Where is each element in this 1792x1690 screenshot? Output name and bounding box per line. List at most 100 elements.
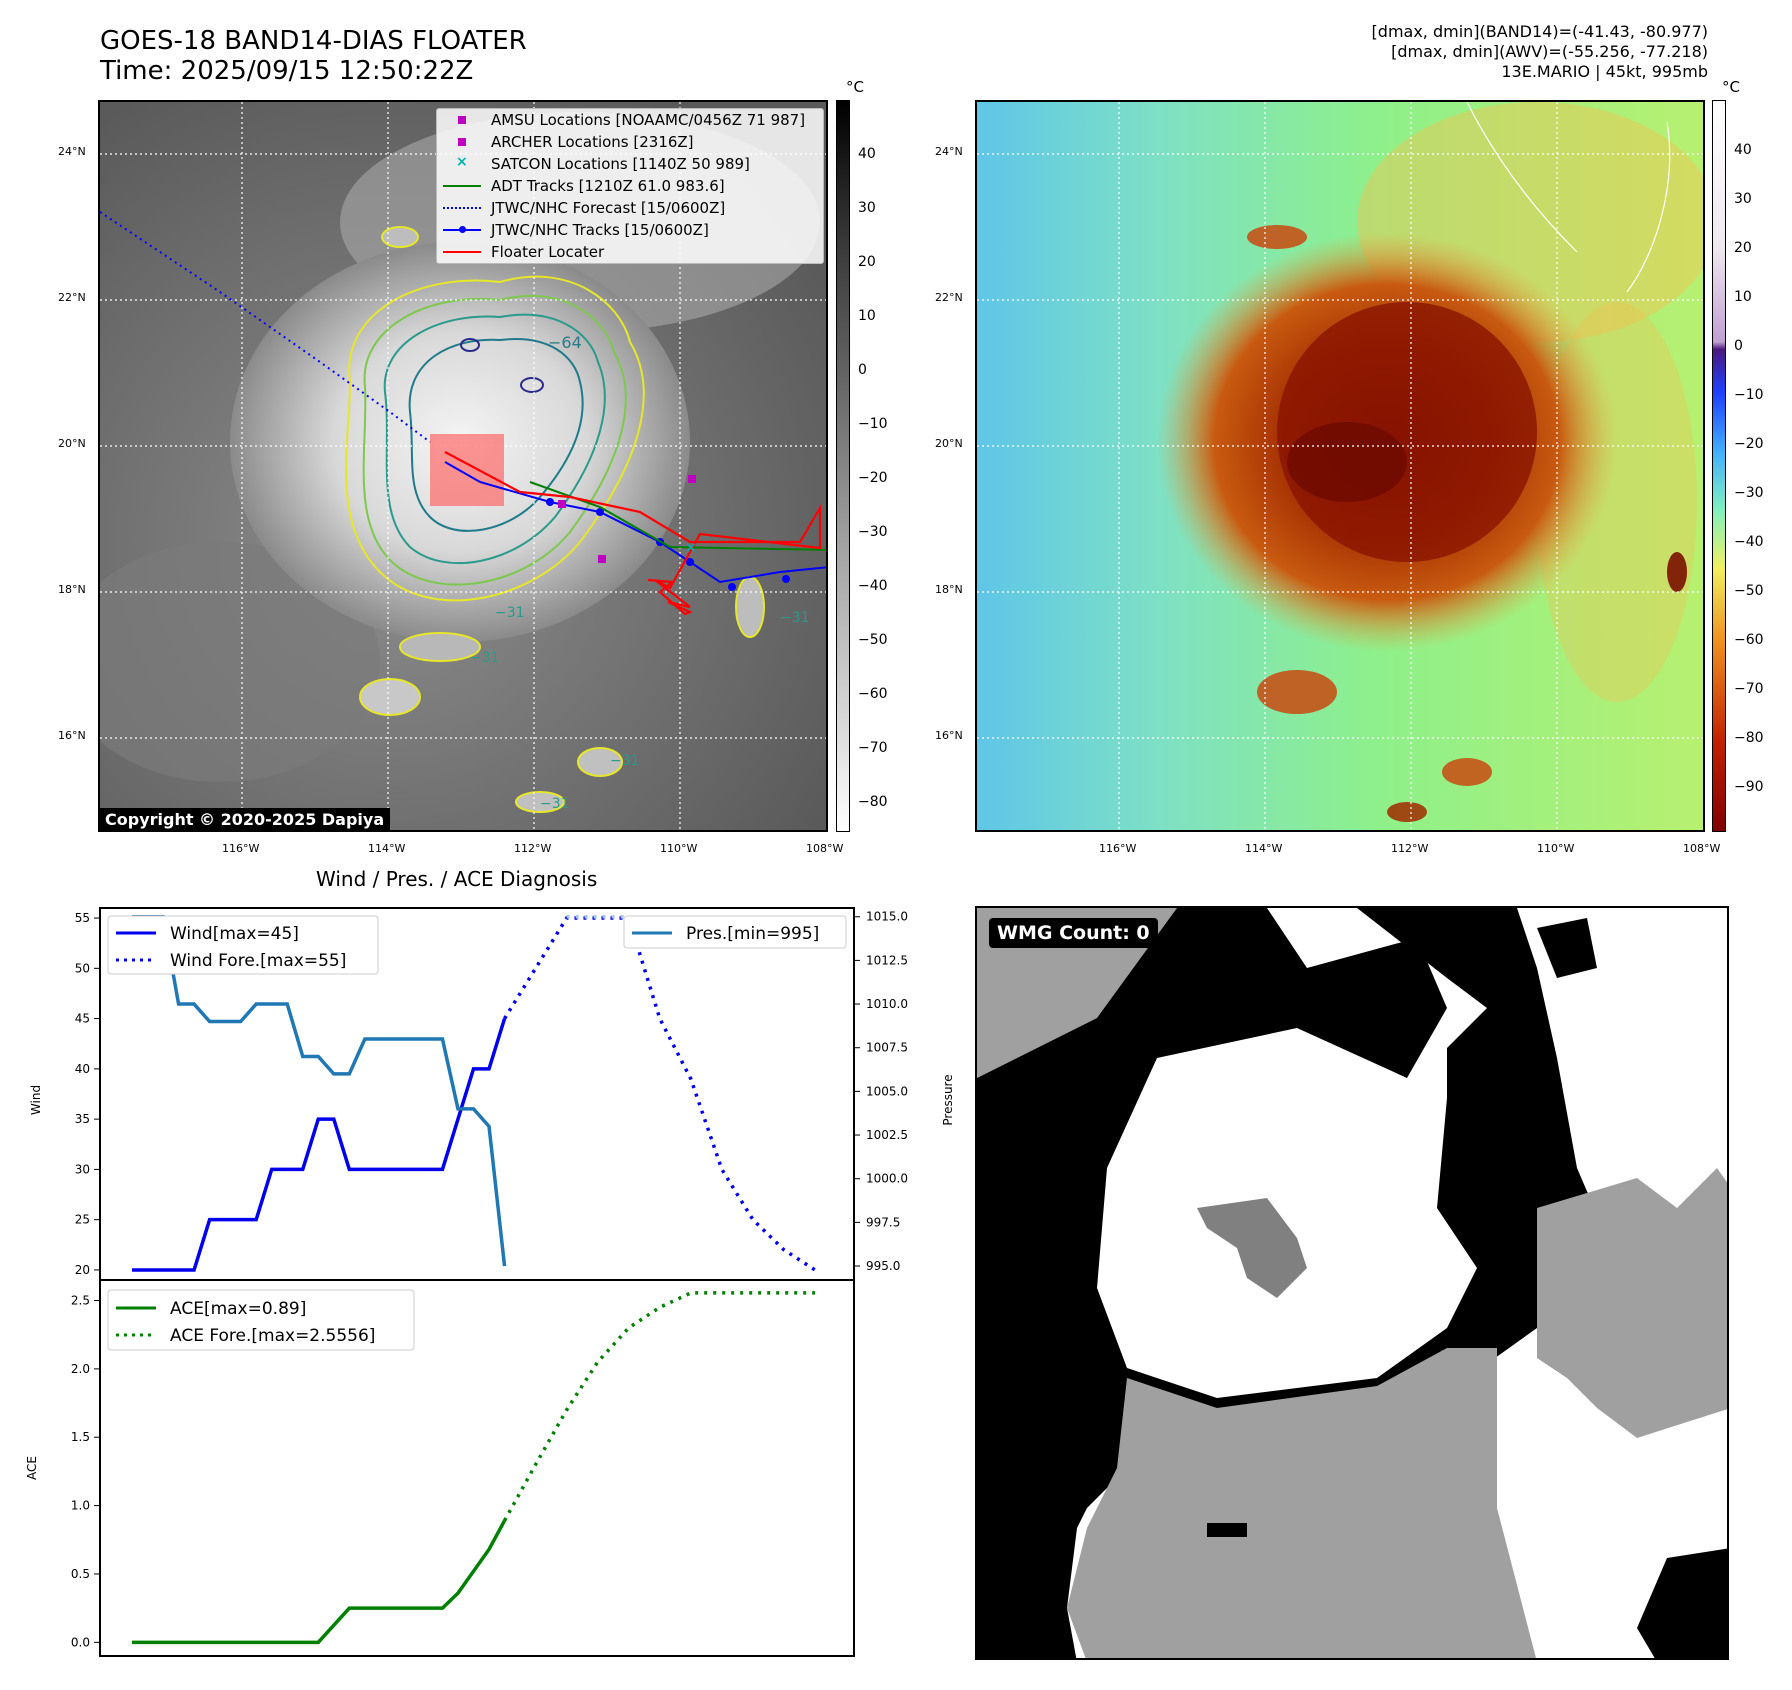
awv-lon-112: 112°W <box>1391 842 1429 855</box>
forecast-track <box>100 211 431 443</box>
ir-lat-16: 16°N <box>58 729 86 742</box>
legend-ace-fore: ACE Fore.[max=2.5556] <box>170 1326 375 1346</box>
line-marker-icon <box>443 181 481 191</box>
ir-lon-110: 110°W <box>660 842 698 855</box>
ir-lon-114: 114°W <box>368 842 406 855</box>
nhc-track <box>444 461 826 584</box>
awv-map-gridlines <box>977 102 1703 830</box>
ir-colorbar <box>836 100 850 832</box>
ace-tick-label: 2.5 <box>71 1294 90 1308</box>
ace-tick-label: 1.5 <box>71 1430 90 1444</box>
awv-colorbar-unit: °C <box>1722 78 1740 96</box>
ir-cbar-tick: −40 <box>858 578 888 594</box>
ir-cbar-tick: 40 <box>858 146 876 162</box>
wind-tick-label: 50 <box>75 961 90 975</box>
ir-cbar-tick: 10 <box>858 308 876 324</box>
ir-cbar-tick: −50 <box>858 632 888 648</box>
stats-line-1: [dmax, dmin](BAND14)=(-41.43, -80.977) <box>1371 22 1708 41</box>
legend-pressure: Pres.[min=995] <box>686 924 819 944</box>
awv-lat-22: 22°N <box>935 291 963 304</box>
legend-label: SATCON Locations [1140Z 50 989] <box>491 155 750 173</box>
pressure-tick-label: 1010.0 <box>866 997 908 1011</box>
square-marker-icon <box>443 137 481 147</box>
ir-cbar-tick: −30 <box>858 524 888 540</box>
nhc-track-points <box>546 498 790 591</box>
floater-locater-track <box>444 451 822 616</box>
awv-lat-16: 16°N <box>935 729 963 742</box>
awv-cbar-tick: −20 <box>1734 436 1764 452</box>
legend-label: Floater Locater <box>491 243 605 261</box>
awv-cbar-tick: −10 <box>1734 387 1764 403</box>
legend-label: JTWC/NHC Tracks [15/0600Z] <box>491 221 709 239</box>
awv-cbar-tick: −30 <box>1734 485 1764 501</box>
ace-tick-label: 2.0 <box>71 1362 90 1376</box>
legend-ace: ACE[max=0.89] <box>170 1299 306 1319</box>
wind-legend: Wind[max=45] Wind Fore.[max=55] <box>107 915 379 975</box>
awv-lon-116: 116°W <box>1099 842 1137 855</box>
pressure-tick-label: 995.0 <box>866 1259 900 1273</box>
legend-row-adt: ADT Tracks [1210Z 61.0 983.6] <box>437 175 823 197</box>
awv-cbar-tick: −90 <box>1734 779 1764 795</box>
awv-colorbar <box>1712 100 1726 832</box>
pressure-tick-label: 1015.0 <box>866 910 908 924</box>
ir-cbar-tick: 30 <box>858 200 876 216</box>
contour-label-minus64: −64 <box>548 333 582 352</box>
ir-lon-116: 116°W <box>222 842 260 855</box>
wind-tick-label: 45 <box>75 1012 90 1026</box>
pressure-legend: Pres.[min=995] <box>623 915 847 949</box>
legend-label: AMSU Locations [NOAAMC/0456Z 71 987] <box>491 111 806 129</box>
ir-map-legend: AMSU Locations [NOAAMC/0456Z 71 987] ARC… <box>436 108 824 264</box>
title-line-1: GOES-18 BAND14-DIAS FLOATER <box>100 26 527 56</box>
copyright-label: Copyright © 2020-2025 Dapiya <box>99 808 391 831</box>
ir-lat-24: 24°N <box>58 145 86 158</box>
legend-row-floater: Floater Locater <box>437 241 823 263</box>
wind-tick-label: 30 <box>75 1162 90 1176</box>
wind-tick-label: 20 <box>75 1263 90 1277</box>
awv-cbar-tick: 40 <box>1734 142 1752 158</box>
legend-wind-fore: Wind Fore.[max=55] <box>170 951 346 971</box>
ir-lon-108: 108°W <box>806 842 844 855</box>
ir-lat-18: 18°N <box>58 583 86 596</box>
contour-label-minus31-b: −31 <box>470 650 500 666</box>
stats-line-2: [dmax, dmin](AWV)=(-55.256, -77.218) <box>1391 42 1708 61</box>
wmg-count-badge: WMG Count: 0 <box>989 918 1158 948</box>
ir-cbar-tick: −80 <box>858 794 888 810</box>
ace-tick-label: 1.0 <box>71 1499 90 1513</box>
ir-cbar-tick: −60 <box>858 686 888 702</box>
series-line-wind-0 <box>132 1018 507 1272</box>
ir-cbar-tick: 0 <box>858 362 867 378</box>
series-line-wind-1 <box>503 916 816 1272</box>
ace-tick-label: 0.0 <box>71 1635 90 1649</box>
awv-cbar-tick: −50 <box>1734 583 1764 599</box>
awv-cbar-tick: 10 <box>1734 289 1752 305</box>
ir-lat-20: 20°N <box>58 437 86 450</box>
awv-cbar-tick: −60 <box>1734 632 1764 648</box>
pressure-tick-label: 1012.5 <box>866 953 908 967</box>
legend-row-forecast: JTWC/NHC Forecast [15/0600Z] <box>437 197 823 219</box>
legend-row-tracks: JTWC/NHC Tracks [15/0600Z] <box>437 219 823 241</box>
line-marker-icon <box>443 247 481 257</box>
legend-label: JTWC/NHC Forecast [15/0600Z] <box>491 199 726 217</box>
ir-cbar-tick: 20 <box>858 254 876 270</box>
legend-label: ADT Tracks [1210Z 61.0 983.6] <box>491 177 725 195</box>
series-line-ace-0 <box>132 1519 507 1645</box>
ace-legend: ACE[max=0.89] ACE Fore.[max=2.5556] <box>107 1289 415 1351</box>
ir-cbar-tick: −10 <box>858 416 888 432</box>
awv-cbar-tick: −70 <box>1734 681 1764 697</box>
awv-cbar-tick: 20 <box>1734 240 1752 256</box>
legend-row-amsu: AMSU Locations [NOAAMC/0456Z 71 987] <box>437 109 823 131</box>
wind-axis-label: Wind <box>29 1085 43 1115</box>
ir-colorbar-unit: °C <box>846 78 864 96</box>
satcon-marker: × <box>685 540 697 556</box>
series-line-pressure-2 <box>132 914 507 1267</box>
title-line-2: Time: 2025/09/15 12:50:22Z <box>100 56 474 86</box>
pressure-tick-label: 1007.5 <box>866 1041 908 1055</box>
floater-box <box>430 434 504 506</box>
diagnosis-charts: Wind Pressure ACE 20 25 30 35 40 45 50 55 995.0 9… <box>25 907 955 1657</box>
wmg-canvas <box>977 908 1727 1658</box>
awv-lon-114: 114°W <box>1245 842 1283 855</box>
awv-lat-24: 24°N <box>935 145 963 158</box>
contour-label-minus31-d: −31 <box>540 796 570 812</box>
adt-track <box>529 481 826 551</box>
wmg-panel <box>975 906 1729 1660</box>
